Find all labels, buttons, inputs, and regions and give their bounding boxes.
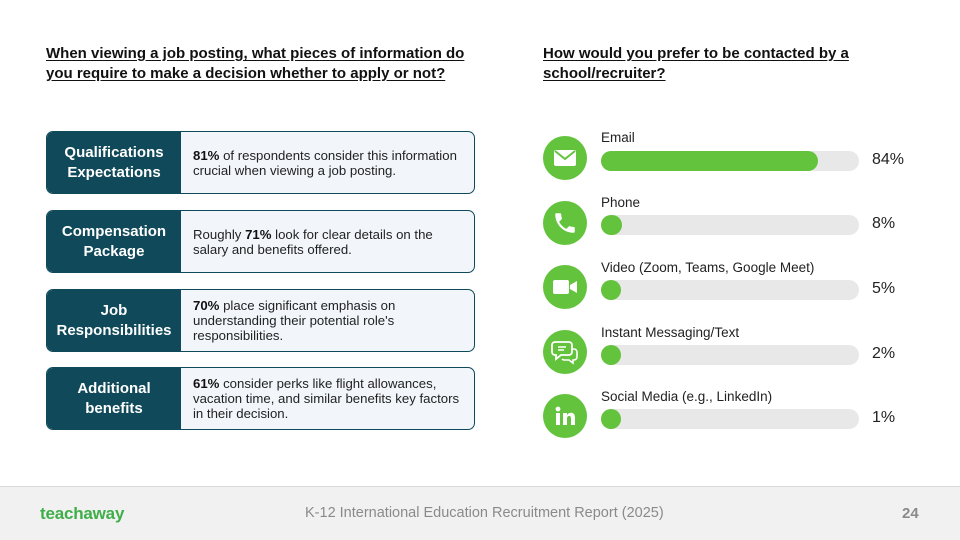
- info-card-compensation: Compensation Package Roughly 71% look fo…: [46, 210, 475, 273]
- card-text: 81% of respondents consider this informa…: [193, 147, 457, 178]
- card-stat: 81%: [193, 147, 220, 163]
- report-title: K-12 International Education Recruitment…: [305, 505, 664, 521]
- channel-label-messaging: Instant Messaging/Text: [601, 325, 740, 340]
- card-stat: 70%: [193, 298, 220, 313]
- card-label: Qualifications Expectations: [47, 132, 181, 193]
- bar-fill-social: [601, 409, 621, 429]
- bar-value-phone: 8%: [872, 215, 896, 232]
- card-label: Job Responsibilities: [47, 290, 181, 351]
- bar-value-messaging: 2%: [872, 345, 896, 362]
- card-text: 61% consider perks like flight allowance…: [193, 376, 460, 421]
- channel-label-email: Email: [601, 130, 635, 145]
- teachaway-logo: teachaway: [40, 504, 125, 523]
- card-label: Compensation Package: [47, 211, 181, 272]
- info-card-responsibilities: Job Responsibilities 70% place significa…: [46, 289, 475, 352]
- card-stat: 71%: [245, 226, 272, 242]
- bar-track-video: [601, 280, 859, 300]
- bar-track-phone: [601, 215, 859, 235]
- card-text: Roughly 71% look for clear details on th…: [193, 226, 433, 257]
- card-label: Additional benefits: [47, 368, 181, 429]
- bar-fill-phone: [601, 215, 622, 235]
- channel-label-social: Social Media (e.g., LinkedIn): [601, 389, 773, 404]
- left-question-title: When viewing a job posting, what pieces …: [46, 45, 465, 82]
- page-number: 24: [902, 505, 919, 522]
- phone-icon: [543, 201, 587, 245]
- bar-track-messaging: [601, 345, 859, 365]
- bar-track-email: [601, 151, 859, 171]
- bar-value-social: 1%: [872, 409, 896, 426]
- info-card-qualifications: Qualifications Expectations 81% of respo…: [46, 131, 475, 194]
- card-text: 70% place significant emphasis on unders…: [193, 298, 396, 343]
- bar-track-social: [601, 409, 859, 429]
- bar-fill-messaging: [601, 345, 621, 365]
- footer: teachaway K-12 International Education R…: [0, 486, 960, 540]
- channel-label-phone: Phone: [601, 195, 641, 210]
- video-camera-icon: [543, 265, 587, 309]
- channel-label-video: Video (Zoom, Teams, Google Meet): [601, 260, 815, 275]
- card-stat: 61%: [193, 376, 220, 391]
- linkedin-icon: [543, 394, 587, 438]
- bar-value-email: 84%: [872, 151, 905, 168]
- bar-value-video: 5%: [872, 280, 896, 297]
- bar-fill-video: [601, 280, 621, 300]
- email-icon: [543, 136, 587, 180]
- bar-fill-email: [601, 151, 818, 171]
- right-question-title: How would you prefer to be contacted by …: [543, 45, 849, 82]
- info-card-benefits: Additional benefits 61% consider perks l…: [46, 367, 475, 430]
- chat-bubbles-icon: [543, 330, 587, 374]
